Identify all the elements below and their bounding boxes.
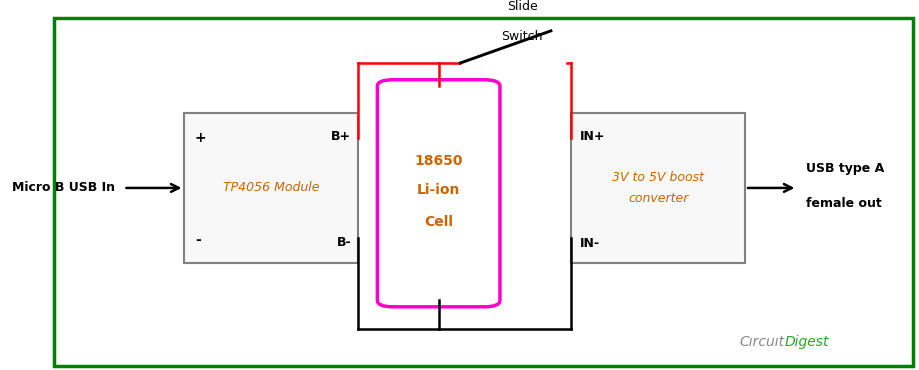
Text: B-: B- (336, 236, 351, 249)
Text: IN-: IN- (580, 237, 600, 250)
Text: Li-ion: Li-ion (417, 183, 460, 197)
Text: Digest: Digest (784, 334, 829, 349)
Text: -: - (195, 233, 200, 247)
Text: Cell: Cell (425, 215, 453, 229)
Text: TP4056 Module: TP4056 Module (223, 181, 320, 194)
Bar (185, 113, 358, 263)
Text: +: + (195, 131, 207, 145)
Text: Micro B USB In: Micro B USB In (12, 181, 115, 194)
Bar (572, 113, 745, 263)
Text: B+: B+ (331, 130, 351, 143)
Text: 3V to 5V boost
converter: 3V to 5V boost converter (612, 171, 704, 205)
Text: USB type A: USB type A (806, 162, 884, 175)
Text: Slide: Slide (507, 0, 538, 13)
Text: female out: female out (806, 198, 881, 211)
Text: IN+: IN+ (580, 130, 606, 143)
FancyBboxPatch shape (378, 80, 500, 307)
Text: Cırcuıt: Cırcuıt (739, 334, 784, 349)
Text: Switch: Switch (502, 30, 543, 43)
Text: 18650: 18650 (414, 154, 463, 168)
